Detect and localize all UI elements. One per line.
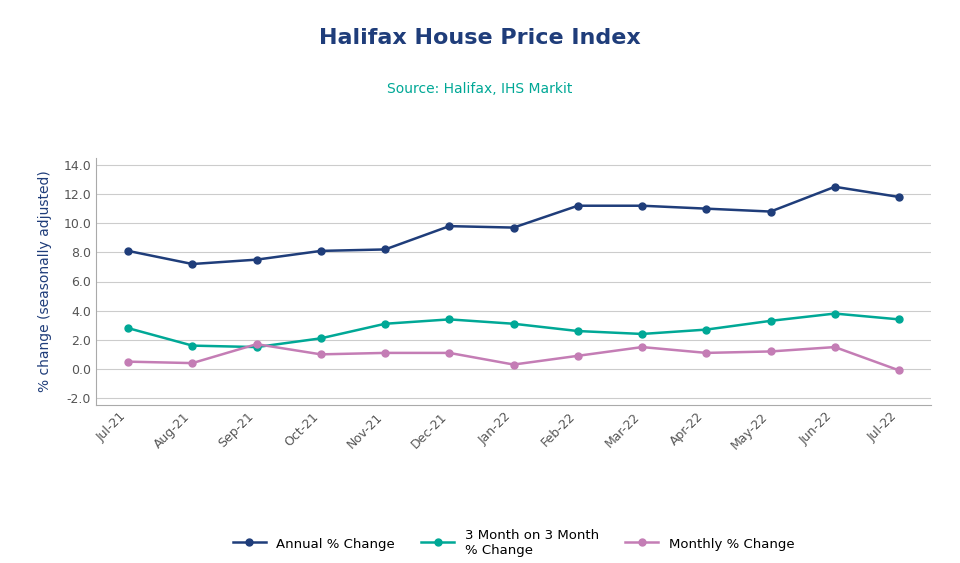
Y-axis label: % change (seasonally adjusted): % change (seasonally adjusted): [38, 171, 52, 392]
Annual % Change: [829, 184, 841, 190]
Monthly % Change: [251, 341, 262, 347]
3 Month on 3 Month
% Change: [636, 330, 648, 337]
Annual % Change: [701, 205, 712, 212]
3 Month on 3 Month
% Change: [508, 320, 519, 327]
Annual % Change: [636, 202, 648, 209]
Annual % Change: [894, 194, 905, 200]
Legend: Annual % Change, 3 Month on 3 Month
% Change, Monthly % Change: Annual % Change, 3 Month on 3 Month % Ch…: [228, 524, 800, 562]
Text: Halifax House Price Index: Halifax House Price Index: [319, 28, 641, 48]
3 Month on 3 Month
% Change: [186, 342, 198, 349]
Monthly % Change: [636, 343, 648, 350]
Annual % Change: [122, 248, 133, 254]
3 Month on 3 Month
% Change: [251, 343, 262, 350]
Monthly % Change: [508, 361, 519, 368]
Annual % Change: [186, 261, 198, 267]
3 Month on 3 Month
% Change: [315, 335, 326, 342]
Monthly % Change: [315, 351, 326, 358]
3 Month on 3 Month
% Change: [765, 318, 777, 324]
Annual % Change: [379, 246, 391, 253]
3 Month on 3 Month
% Change: [829, 310, 841, 317]
Monthly % Change: [894, 367, 905, 374]
3 Month on 3 Month
% Change: [701, 326, 712, 333]
3 Month on 3 Month
% Change: [572, 328, 584, 334]
Text: Source: Halifax, IHS Markit: Source: Halifax, IHS Markit: [387, 82, 573, 96]
Annual % Change: [315, 248, 326, 254]
Monthly % Change: [186, 360, 198, 367]
Annual % Change: [765, 208, 777, 215]
Monthly % Change: [122, 358, 133, 365]
Annual % Change: [572, 202, 584, 209]
Monthly % Change: [379, 350, 391, 356]
Monthly % Change: [572, 352, 584, 359]
3 Month on 3 Month
% Change: [894, 316, 905, 323]
Line: 3 Month on 3 Month
% Change: 3 Month on 3 Month % Change: [125, 310, 902, 351]
Line: Annual % Change: Annual % Change: [125, 184, 902, 267]
3 Month on 3 Month
% Change: [444, 316, 455, 323]
3 Month on 3 Month
% Change: [122, 325, 133, 332]
Annual % Change: [508, 224, 519, 231]
Monthly % Change: [701, 350, 712, 356]
Line: Monthly % Change: Monthly % Change: [125, 341, 902, 374]
Annual % Change: [444, 223, 455, 230]
Annual % Change: [251, 256, 262, 263]
3 Month on 3 Month
% Change: [379, 320, 391, 327]
Monthly % Change: [829, 343, 841, 350]
Monthly % Change: [444, 350, 455, 356]
Monthly % Change: [765, 348, 777, 355]
